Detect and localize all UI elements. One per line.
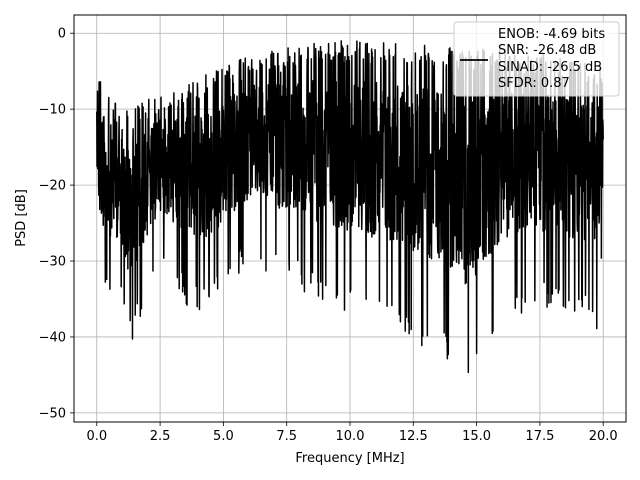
x-axis: 0.0 2.5 5.0 7.5 10.0 12.5 15.0 17.5 20.0: [86, 422, 618, 444]
y-tick-label: −30: [39, 255, 66, 270]
x-tick-label: 20.0: [589, 429, 618, 444]
y-tick-label: 0: [58, 27, 66, 42]
x-tick-label: 7.5: [276, 429, 297, 444]
legend-entry-snr: SNR: -26.48 dB: [498, 43, 596, 58]
psd-series-line: [96, 40, 604, 374]
y-tick-label: −50: [39, 406, 66, 421]
x-tick-label: 17.5: [525, 429, 554, 444]
legend-entry-sinad: SINAD: -26.5 dB: [498, 60, 602, 75]
series-line-group: [96, 40, 604, 374]
x-axis-label: Frequency [MHz]: [295, 451, 404, 466]
legend-entry-enob: ENOB: -4.69 bits: [498, 27, 605, 42]
legend-box: [453, 21, 620, 97]
x-tick-label: 0.0: [86, 429, 107, 444]
y-tick-label: −10: [39, 103, 66, 118]
x-tick-label: 5.0: [213, 429, 234, 444]
x-tick-label: 10.0: [336, 429, 365, 444]
y-tick-label: −20: [39, 179, 66, 194]
legend: ENOB: -4.69 bits SNR: -26.48 dB SINAD: -…: [453, 21, 620, 97]
y-axis-label: PSD [dB]: [14, 189, 29, 247]
x-tick-label: 15.0: [462, 429, 491, 444]
legend-entry-sfdr: SFDR: 0.87: [498, 76, 570, 91]
x-tick-label: 2.5: [150, 429, 171, 444]
y-tick-label: −40: [39, 330, 66, 345]
y-axis: 0 −10 −20 −30 −40 −50: [39, 27, 74, 421]
x-tick-label: 12.5: [399, 429, 428, 444]
